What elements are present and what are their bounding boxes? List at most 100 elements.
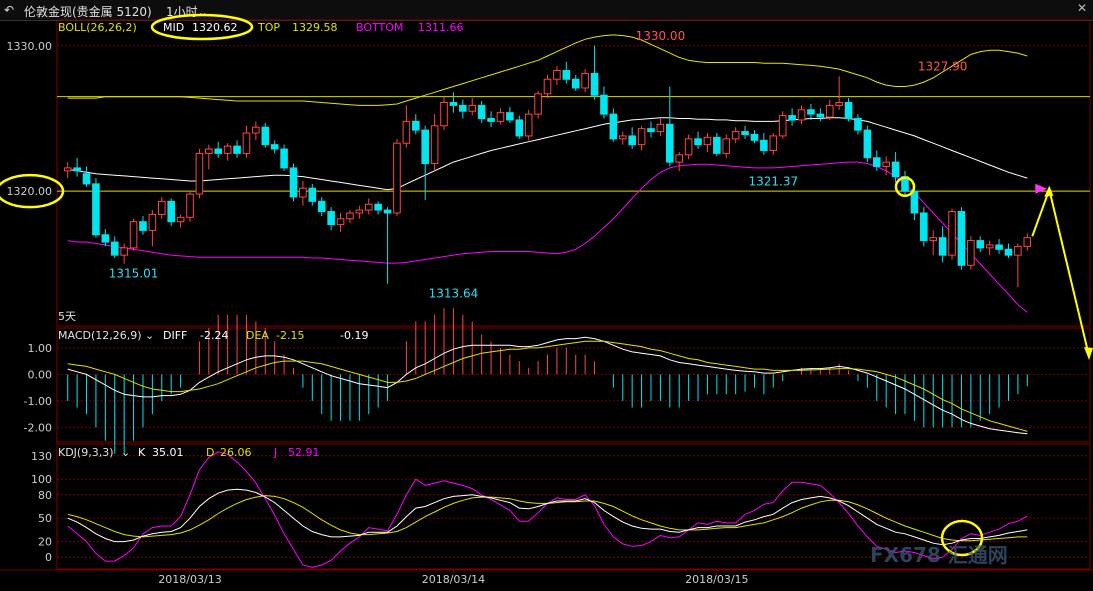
candle-body[interactable] — [731, 131, 740, 140]
candle-body[interactable] — [553, 70, 561, 80]
candle-body[interactable] — [995, 244, 1003, 250]
candle-body[interactable] — [167, 200, 175, 223]
candle-body[interactable] — [656, 123, 665, 133]
candle-body[interactable] — [336, 218, 345, 226]
candle-body[interactable] — [985, 244, 994, 249]
candle-body[interactable] — [506, 112, 514, 121]
macd-panel[interactable]: 1.00 0.00 -1.00 -2.00 — [24, 308, 1090, 454]
candle-body[interactable] — [63, 167, 72, 172]
candle-body[interactable] — [835, 101, 843, 106]
candle-body[interactable] — [205, 148, 213, 154]
candle-body[interactable] — [252, 126, 260, 134]
candle-body[interactable] — [449, 101, 458, 106]
candle-body[interactable] — [788, 115, 796, 121]
candle-body[interactable] — [73, 167, 81, 172]
candle-body[interactable] — [308, 187, 317, 202]
candle-body[interactable] — [459, 104, 467, 112]
candle-body[interactable] — [647, 128, 655, 133]
candle-body[interactable] — [910, 190, 919, 214]
candle-body[interactable] — [421, 129, 429, 165]
candle-body[interactable] — [176, 216, 185, 223]
candle-body[interactable] — [694, 138, 702, 146]
candle-body[interactable] — [929, 237, 938, 242]
candle-body[interactable] — [666, 123, 674, 163]
candle-body[interactable] — [618, 135, 627, 140]
candle-body[interactable] — [534, 93, 542, 115]
candle-body[interactable] — [1004, 248, 1013, 256]
candle-body[interactable] — [515, 119, 524, 137]
candle-body[interactable] — [948, 211, 956, 256]
candle-body[interactable] — [374, 203, 382, 211]
candle-body[interactable] — [600, 94, 608, 115]
candle-body[interactable] — [581, 72, 589, 89]
candle-body[interactable] — [722, 138, 731, 154]
candle-body[interactable] — [299, 187, 307, 198]
candle-body[interactable] — [825, 104, 834, 118]
candle-body[interactable] — [139, 221, 147, 231]
candle-body[interactable] — [590, 72, 599, 96]
candle-body[interactable] — [317, 200, 326, 213]
boll-panel[interactable]: 1330.00 1320.00 1315.01 1313.64 1330.00 1321.… — [7, 29, 1093, 313]
candle-body[interactable] — [760, 139, 768, 151]
candle-body[interactable] — [637, 128, 646, 146]
candle-body[interactable] — [920, 212, 928, 242]
candle-body[interactable] — [129, 221, 138, 249]
candle-body[interactable] — [703, 136, 712, 146]
candle-body[interactable] — [797, 109, 806, 121]
candle-body[interactable] — [148, 213, 157, 231]
candle-body[interactable] — [844, 101, 853, 119]
candle-body[interactable] — [355, 209, 364, 214]
candle-body[interactable] — [882, 161, 890, 167]
candle-body[interactable] — [327, 211, 335, 226]
candle-body[interactable] — [891, 161, 900, 178]
candle-body[interactable] — [402, 120, 411, 144]
candle-body[interactable] — [280, 148, 288, 169]
candle-body[interactable] — [863, 129, 872, 159]
candle-body[interactable] — [750, 133, 759, 141]
candle-body[interactable] — [562, 70, 571, 80]
candle-body[interactable] — [816, 113, 825, 118]
candle-body[interactable] — [261, 126, 270, 146]
close-icon[interactable]: ✕ — [1077, 1, 1088, 15]
candle-body[interactable] — [976, 240, 985, 249]
candle-body[interactable] — [383, 209, 392, 214]
candle-body[interactable] — [92, 183, 100, 236]
candle-body[interactable] — [468, 104, 477, 112]
candle-body[interactable] — [214, 148, 223, 154]
candle-body[interactable] — [967, 240, 975, 266]
candle-body[interactable] — [741, 131, 749, 135]
candle-body[interactable] — [411, 120, 420, 131]
candle-body[interactable] — [543, 78, 552, 95]
candle-body[interactable] — [496, 112, 505, 122]
candle-body[interactable] — [1014, 245, 1022, 256]
candle-body[interactable] — [769, 135, 778, 151]
candle-body[interactable] — [609, 113, 618, 140]
candle-body[interactable] — [120, 247, 128, 256]
back-arrow-icon[interactable]: ↶ — [4, 3, 15, 17]
candle-body[interactable] — [872, 157, 881, 167]
candle-body[interactable] — [477, 104, 486, 119]
candle-body[interactable] — [346, 212, 354, 220]
candle-body[interactable] — [110, 241, 119, 256]
candle-body[interactable] — [242, 132, 251, 154]
candle-body[interactable] — [713, 136, 721, 154]
candle-body[interactable] — [778, 115, 787, 137]
candle-body[interactable] — [393, 142, 401, 214]
candle-body[interactable] — [524, 113, 533, 137]
candle-body[interactable] — [101, 234, 110, 243]
candle-body[interactable] — [854, 117, 862, 131]
candle-body[interactable] — [1023, 237, 1032, 247]
candle-body[interactable] — [628, 135, 636, 146]
macd-chevron-icon[interactable]: ⌄ — [145, 329, 154, 342]
candle-body[interactable] — [233, 145, 241, 154]
candle-body[interactable] — [684, 138, 693, 156]
candle-body[interactable] — [957, 211, 966, 266]
candle-body[interactable] — [571, 78, 580, 89]
candle-body[interactable] — [289, 167, 298, 198]
candle-body[interactable] — [487, 117, 495, 122]
candle-body[interactable] — [938, 237, 947, 256]
candle-body[interactable] — [675, 154, 684, 163]
candle-body[interactable] — [82, 173, 91, 185]
candle-body[interactable] — [364, 203, 373, 211]
candle-body[interactable] — [430, 125, 439, 165]
